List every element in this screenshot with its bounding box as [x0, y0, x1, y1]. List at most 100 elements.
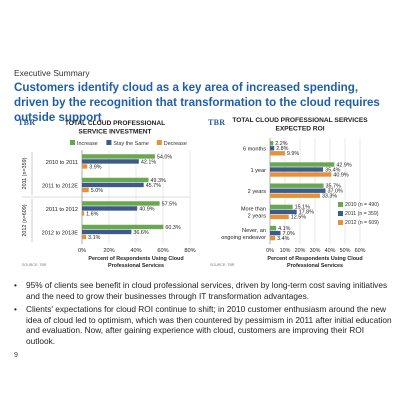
bar	[270, 225, 277, 231]
data-label: 5.0%	[91, 188, 103, 194]
bar	[270, 230, 281, 236]
data-label: 3.1%	[88, 235, 100, 241]
category-label: More than	[241, 207, 266, 213]
category-label: 1 year	[250, 168, 266, 174]
legend-label: Decrease	[164, 141, 187, 147]
chart-title: SERVICE INVESTMENT	[78, 129, 151, 136]
legend-swatch	[338, 202, 343, 207]
group-label: 2012 (n=609)	[22, 204, 28, 236]
x-axis-title: Percent of Respondents Using Cloud	[267, 256, 362, 262]
legend-label: 2012 (n = 609)	[345, 220, 379, 226]
bar	[82, 234, 87, 240]
bar	[82, 159, 139, 164]
category-label: 2012 to 2013E	[42, 230, 79, 236]
x-axis-title: Professional Services	[108, 263, 164, 269]
source-note: SOURCE: TBR	[210, 263, 235, 267]
bullet-list: • 95% of clients see benefit in cloud pro…	[14, 280, 392, 350]
category-label: 2 years	[248, 214, 267, 220]
data-label: 7.0%	[283, 231, 295, 237]
bullet-dot-icon: •	[14, 304, 17, 315]
bar	[82, 164, 88, 169]
bar	[270, 151, 285, 156]
legend-label: 2011 (n = 359)	[345, 211, 379, 217]
x-tick-label: 20%	[295, 248, 306, 254]
legend-label: Stay the Same	[113, 141, 148, 147]
roi-chart: TOTAL CLOUD PROFESSIONAL SERVICESEXPECTE…	[210, 117, 379, 269]
data-label: 36.6%	[133, 230, 148, 236]
category-label: Never, an	[242, 228, 266, 234]
legend-swatch	[70, 140, 75, 145]
x-tick-label: 40%	[130, 248, 141, 254]
data-label: 33.3%	[322, 194, 337, 200]
data-label: 45.7%	[146, 183, 161, 189]
bar	[270, 167, 324, 172]
group-label: 2011 (n=359)	[22, 157, 28, 189]
x-tick-label: 80%	[184, 248, 195, 254]
x-tick-label: 60%	[355, 248, 366, 254]
tbr-logo-left: TBR	[18, 118, 36, 127]
section-label: Executive Summary	[14, 68, 90, 78]
bar	[270, 204, 293, 210]
data-label: 3.4%	[277, 236, 289, 242]
tbr-logo-right: TBR	[208, 118, 226, 127]
data-label: 40.9%	[139, 206, 154, 212]
bar	[270, 183, 324, 188]
data-label: 54.0%	[157, 154, 172, 160]
x-tick-label: 40%	[325, 248, 336, 254]
category-label: 2010 to 2011	[46, 160, 78, 166]
category-label: 2 years	[248, 189, 267, 195]
x-axis-title: Professional Services	[287, 263, 343, 269]
bar	[82, 224, 164, 230]
x-tick-label: 10%	[280, 248, 291, 254]
data-label: 60.3%	[165, 225, 180, 231]
data-label: 49.3%	[151, 178, 166, 184]
bullet-text: 95% of clients see benefit in cloud prof…	[26, 280, 388, 301]
data-label: 37.0%	[328, 189, 343, 195]
legend-swatch	[338, 211, 343, 216]
data-label: 9.9%	[287, 151, 299, 157]
x-tick-label: 60%	[157, 248, 168, 254]
source-note: SOURCE: TBR	[22, 263, 47, 267]
data-label: 12.5%	[291, 215, 306, 221]
bar	[270, 141, 274, 146]
category-label: 2011 to 2012	[46, 207, 78, 213]
data-label: 35.7%	[326, 184, 341, 190]
bullet-item: • Clients' expectations for cloud ROI con…	[14, 304, 392, 346]
bar	[270, 193, 320, 198]
x-tick-label: 50%	[340, 248, 351, 254]
data-label: 3.9%	[89, 164, 101, 170]
x-tick-label: 0%	[78, 248, 86, 254]
category-label: ongoing endeavor	[221, 235, 266, 241]
legend-swatch	[338, 220, 343, 225]
bar	[270, 172, 332, 177]
bar	[82, 206, 138, 211]
bar	[270, 214, 289, 220]
bar	[270, 162, 335, 167]
legend-swatch	[156, 140, 162, 145]
bullet-item: • 95% of clients see benefit in cloud pro…	[14, 280, 392, 301]
slide-headline: Customers identify cloud as a key area o…	[14, 81, 380, 124]
data-label: 42.9%	[336, 162, 351, 168]
data-label: 2.2%	[275, 141, 287, 147]
data-label: 1.6%	[86, 211, 98, 217]
x-axis-title: Percent of Respondents Using Cloud	[88, 256, 183, 262]
bar	[270, 235, 276, 241]
legend-label: 2010 (n = 490)	[345, 202, 379, 208]
bullet-dot-icon: •	[14, 280, 17, 290]
bar	[82, 187, 89, 193]
bar	[82, 229, 132, 235]
data-label: 40.9%	[333, 172, 348, 178]
bar	[82, 177, 149, 183]
category-label: 6 months	[243, 147, 266, 153]
data-label: 42.1%	[141, 159, 156, 165]
bar	[270, 146, 275, 151]
legend-swatch	[106, 140, 112, 145]
x-tick-label: 0%	[266, 248, 274, 254]
data-label: 2.8%	[276, 146, 288, 152]
bar	[82, 201, 160, 206]
x-tick-label: 20%	[103, 248, 114, 254]
data-label: 4.1%	[278, 226, 290, 232]
bar	[82, 154, 155, 159]
x-tick-label: 30%	[310, 248, 321, 254]
